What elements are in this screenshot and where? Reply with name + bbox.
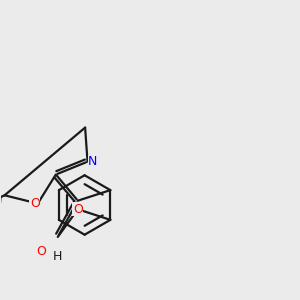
Text: O: O	[73, 203, 83, 216]
Text: O: O	[30, 197, 40, 210]
Text: N: N	[88, 155, 98, 168]
Text: O: O	[36, 245, 46, 258]
Text: H: H	[53, 250, 62, 262]
